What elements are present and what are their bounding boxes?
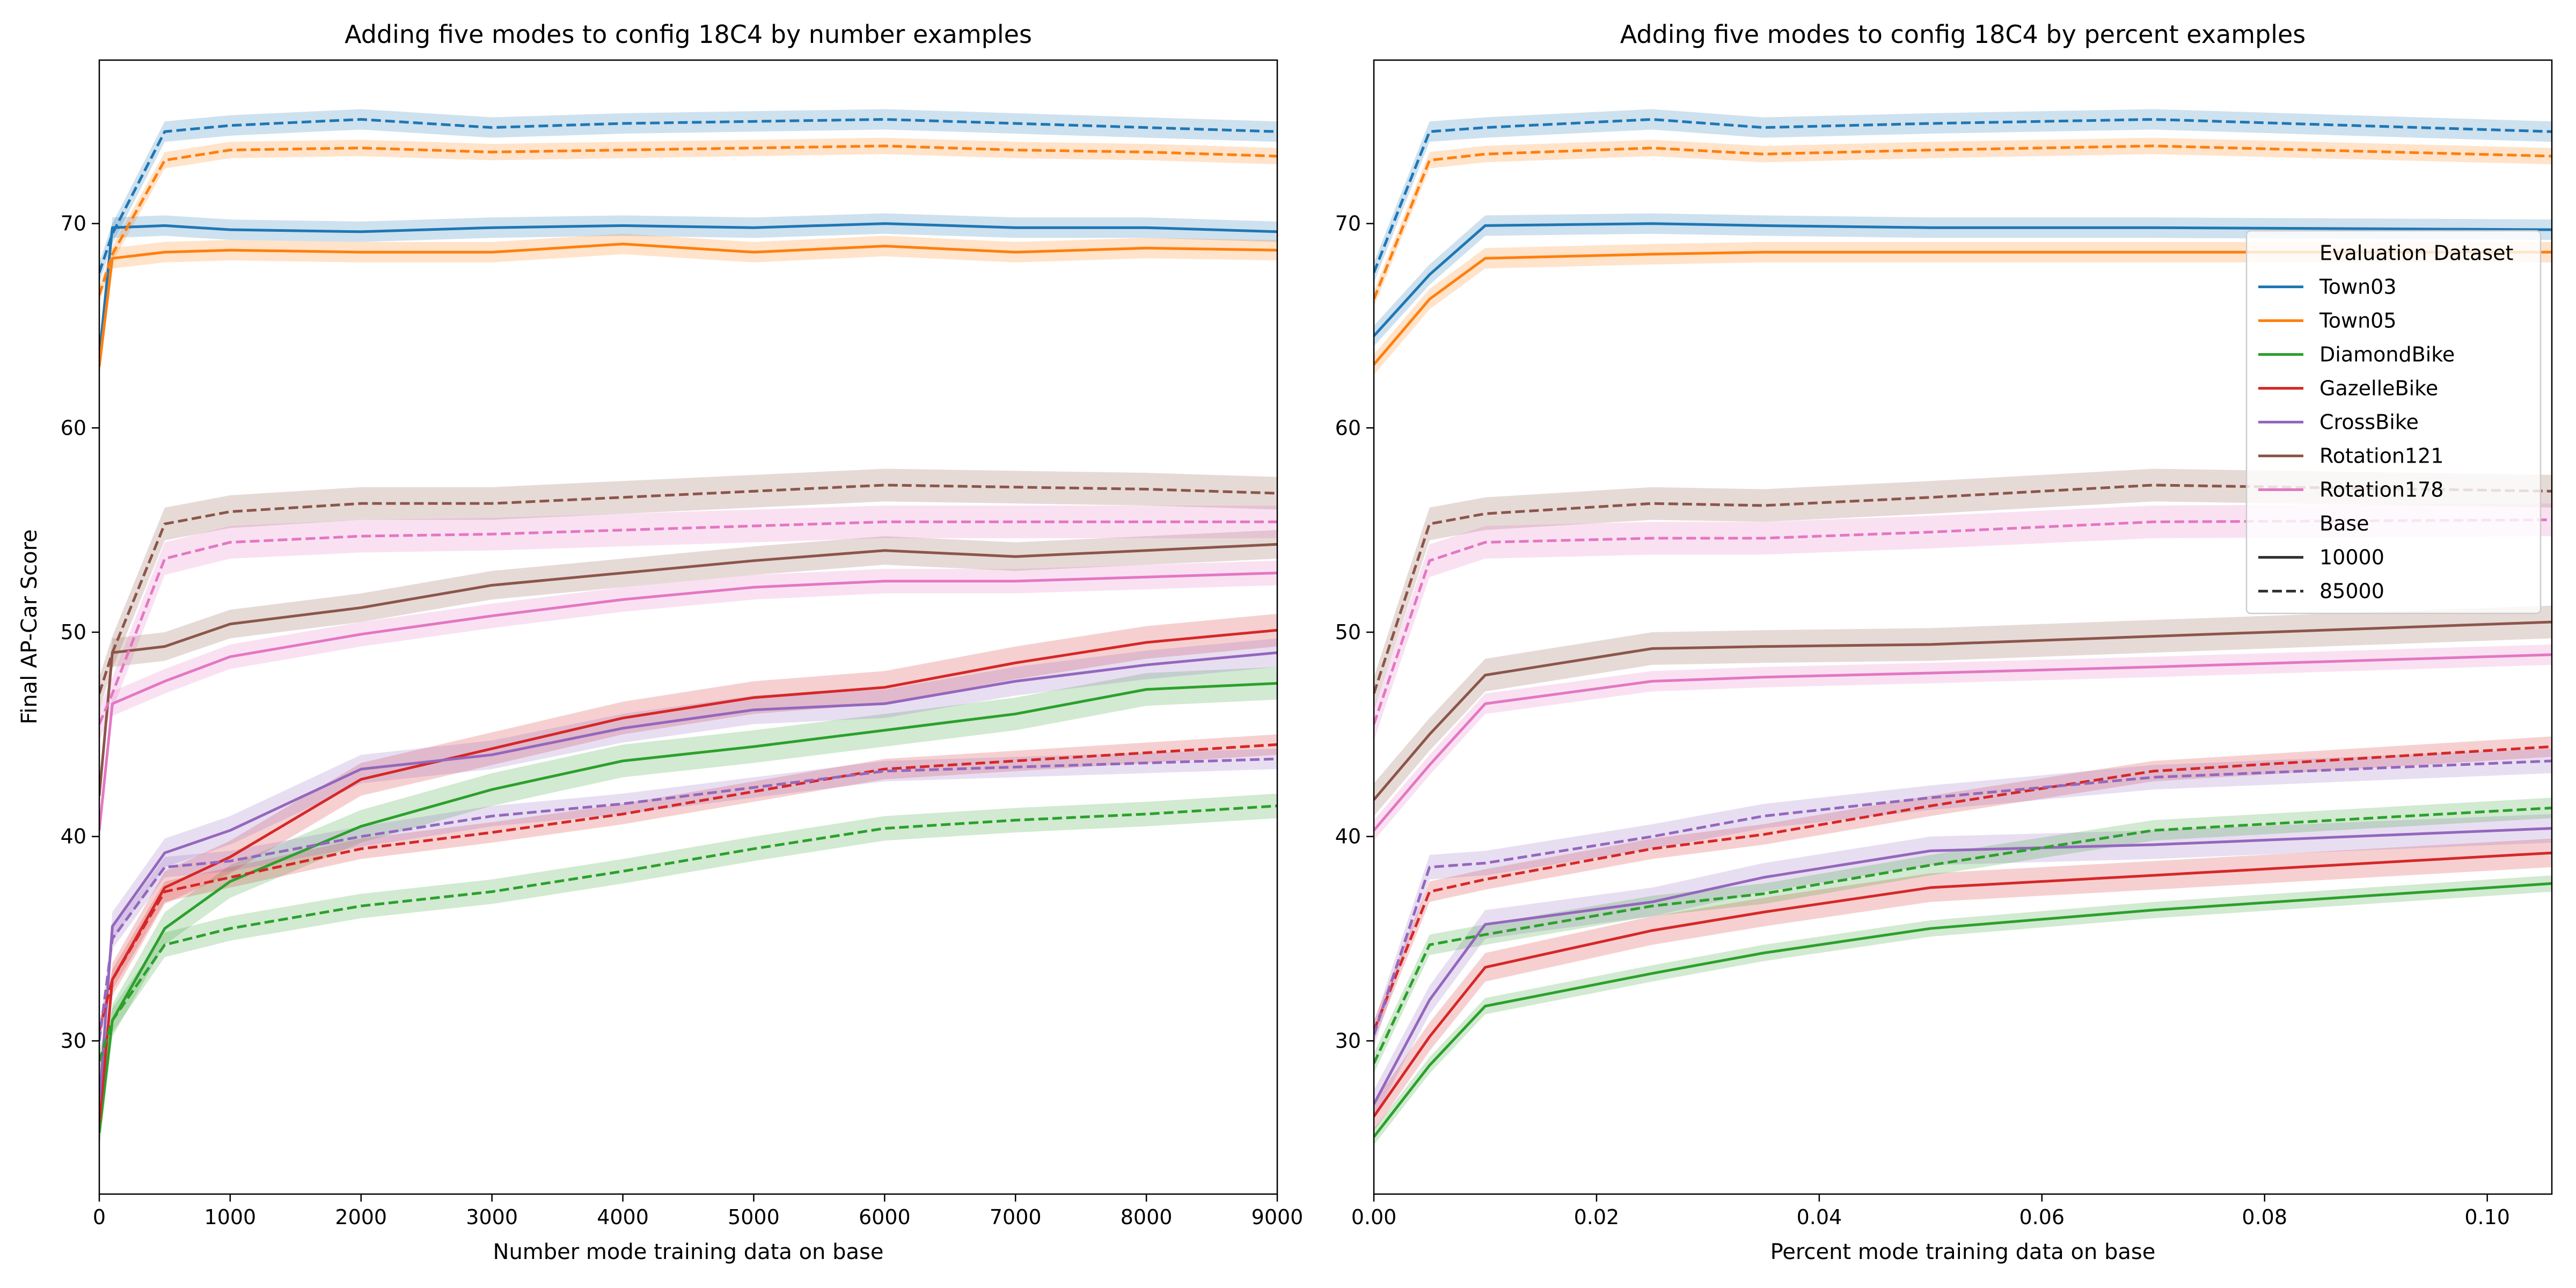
x-axis-label: Percent mode training data on base <box>1770 1240 2156 1264</box>
legend-label-diamondbike: DiamondBike <box>2319 343 2455 367</box>
band-rotation178-85000 <box>99 505 1277 741</box>
band-rotation121-85000 <box>99 469 1277 710</box>
y-tick-label: 60 <box>1335 416 1361 440</box>
right-chart-panel: 0.00 0.02 0.04 0.06 0.08 0.10 30 40 50 60 70 Adding… <box>1335 20 2553 1264</box>
line-rotation178-85000 <box>1374 518 2552 725</box>
x-tick-label: 0.04 <box>1797 1205 1842 1229</box>
x-axis-label: Number mode training data on base <box>493 1240 884 1264</box>
x-tick-label: 2000 <box>335 1205 387 1229</box>
x-tick-label: 8000 <box>1121 1205 1173 1229</box>
x-tick-label: 0.02 <box>1574 1205 1620 1229</box>
band-rotation178-10000 <box>99 560 1277 843</box>
plot-area <box>99 109 1277 1150</box>
legend-style-label-85000: 85000 <box>2319 580 2384 603</box>
line-town05-10000 <box>99 243 1277 367</box>
line-crossbike-10000 <box>99 651 1277 1102</box>
y-tick-label: 30 <box>1335 1029 1361 1052</box>
x-tick-label: 5000 <box>728 1205 780 1229</box>
y-tick-label: 60 <box>61 416 86 440</box>
line-gazellebike-85000 <box>99 743 1277 1031</box>
line-town05-85000 <box>1374 144 2552 300</box>
chart-title: Adding five modes to config 18C4 by numb… <box>345 20 1032 49</box>
line-rotation178-10000 <box>1374 653 2552 831</box>
y-tick-label: 30 <box>61 1029 86 1052</box>
band-rotation121-10000 <box>1374 605 2552 816</box>
band-gazellebike-85000 <box>1374 736 2552 1041</box>
line-crossbike-10000 <box>1374 827 2552 1105</box>
line-gazellebike-10000 <box>99 628 1277 1123</box>
legend-label-town05: Town05 <box>2319 309 2397 333</box>
legend-label-crossbike: CrossBike <box>2319 411 2419 434</box>
line-rotation121-10000 <box>99 543 1277 796</box>
line-rotation178-85000 <box>99 520 1277 725</box>
line-crossbike-85000 <box>1374 759 2552 1035</box>
line-town05-10000 <box>1374 251 2552 365</box>
line-town03-85000 <box>99 118 1277 273</box>
x-tick-label: 0 <box>93 1205 106 1229</box>
x-tick-label: 3000 <box>466 1205 518 1229</box>
x-tick-label: 0.00 <box>1351 1205 1397 1229</box>
x-tick-label: 0.10 <box>2464 1205 2510 1229</box>
band-diamondbike-85000 <box>1374 797 2552 1074</box>
x-tick-label: 1000 <box>204 1205 257 1229</box>
band-town03-85000 <box>99 109 1277 283</box>
legend-title: Evaluation Dataset <box>2319 241 2513 265</box>
x-tick-label: 0.08 <box>2242 1205 2287 1229</box>
x-tick-label: 0.06 <box>2019 1205 2065 1229</box>
line-crossbike-85000 <box>99 757 1277 1041</box>
line-town03-10000 <box>99 222 1277 357</box>
x-tick-label: 9000 <box>1252 1205 1304 1229</box>
line-town03-85000 <box>1374 118 2552 273</box>
line-gazellebike-10000 <box>1374 851 2552 1117</box>
band-rotation121-10000 <box>99 530 1277 810</box>
x-tick-label: 7000 <box>990 1205 1042 1229</box>
line-rotation121-85000 <box>99 484 1277 694</box>
band-town05-85000 <box>99 137 1277 304</box>
band-diamondbike-85000 <box>99 793 1277 1074</box>
y-tick-label: 70 <box>61 212 86 236</box>
band-crossbike-10000 <box>99 638 1277 1117</box>
legend-style-label-10000: 10000 <box>2319 546 2384 569</box>
plot-area <box>1374 109 2552 1145</box>
band-diamondbike-10000 <box>99 667 1277 1150</box>
legend-box <box>2245 230 2542 614</box>
legend-label-rotation178: Rotation178 <box>2319 478 2443 502</box>
line-diamondbike-85000 <box>99 804 1277 1062</box>
line-rotation121-10000 <box>1374 620 2552 801</box>
line-rotation121-85000 <box>1374 484 2552 694</box>
line-diamondbike-10000 <box>1374 882 2552 1138</box>
left-chart-panel: 0 1000 2000 3000 4000 5000 6000 7000 8000 9000 30 4… <box>61 20 1304 1264</box>
y-tick-label: 70 <box>1335 212 1361 236</box>
y-tick-label: 50 <box>1335 620 1361 644</box>
band-crossbike-85000 <box>1374 749 2552 1047</box>
legend-label-rotation121: Rotation121 <box>2319 444 2443 468</box>
line-town05-85000 <box>99 144 1277 296</box>
band-crossbike-10000 <box>1374 814 2552 1119</box>
y-tick-label: 40 <box>61 825 86 848</box>
y-tick-label: 40 <box>1335 825 1361 848</box>
plot-frame <box>98 59 1278 1195</box>
chart-title: Adding five modes to config 18C4 by perc… <box>1620 20 2306 49</box>
y-tick-label: 50 <box>61 620 86 644</box>
legend-style-title: Base <box>2319 512 2369 536</box>
line-rotation178-10000 <box>99 572 1277 831</box>
x-tick-label: 6000 <box>859 1205 911 1229</box>
band-diamondbike-10000 <box>1374 875 2552 1145</box>
y-axis-label: Final AP-Car Score <box>17 529 42 724</box>
band-gazellebike-10000 <box>1374 838 2552 1131</box>
plot-frame <box>1373 59 2553 1195</box>
line-diamondbike-85000 <box>1374 806 2552 1064</box>
band-crossbike-85000 <box>99 749 1277 1051</box>
x-tick-label: 4000 <box>597 1205 649 1229</box>
legend: Evaluation Dataset Town03 Town05 DiamondBik… <box>2245 230 2542 614</box>
legend-label-town03: Town03 <box>2319 275 2397 299</box>
band-rotation178-10000 <box>1374 644 2552 841</box>
line-diamondbike-10000 <box>99 682 1277 1133</box>
line-town03-10000 <box>1374 222 2552 337</box>
line-gazellebike-85000 <box>1374 745 2552 1031</box>
legend-label-gazellebike: GazelleBike <box>2319 377 2438 400</box>
